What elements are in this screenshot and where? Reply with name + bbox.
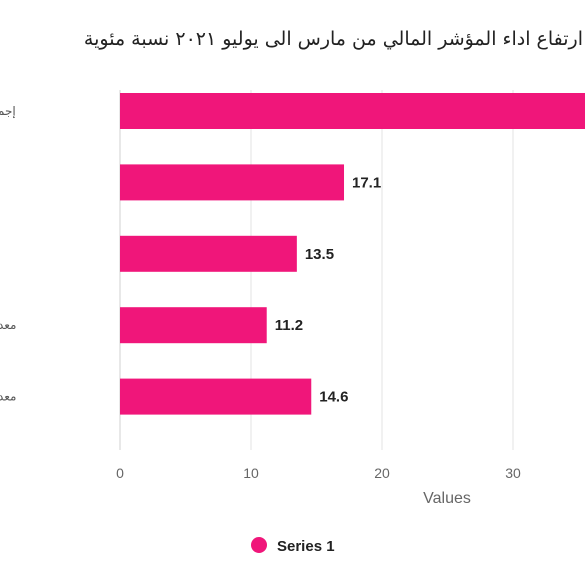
- category-label: معدل النمو السنوي: [0, 390, 16, 405]
- x-tick-label: 20: [374, 465, 390, 481]
- data-labels: 17.1 13.5 11.2 14.6: [275, 174, 381, 405]
- category-label: إجمالي المخصصات: [0, 104, 16, 118]
- data-label: 13.5: [305, 246, 334, 263]
- category-label: معدل النمو السنوي: [0, 318, 16, 333]
- bar: [120, 307, 267, 344]
- legend: Series 1: [251, 537, 335, 555]
- x-tick-label: 10: [243, 465, 259, 481]
- x-tick-label: 30: [505, 465, 521, 481]
- bar: [120, 235, 297, 272]
- legend-swatch: [251, 537, 267, 553]
- chart-title: ارتفاع اداء المؤشر المالي من مارس الى يو…: [83, 28, 583, 50]
- data-label: 17.1: [352, 174, 381, 191]
- x-tick-labels: 0 10 20 30: [116, 465, 521, 481]
- bar: [120, 164, 345, 201]
- x-tick-label: 0: [116, 465, 124, 481]
- legend-label: Series 1: [277, 538, 335, 555]
- bars: [120, 93, 585, 415]
- data-label: 14.6: [319, 389, 348, 406]
- bar: [120, 378, 312, 415]
- category-labels: إجمالي المخصصاتبرامج الحماية الاجتماعيةا…: [0, 104, 16, 405]
- data-label: 11.2: [275, 317, 303, 334]
- bar: [120, 93, 585, 129]
- x-axis-title: Values: [423, 490, 471, 507]
